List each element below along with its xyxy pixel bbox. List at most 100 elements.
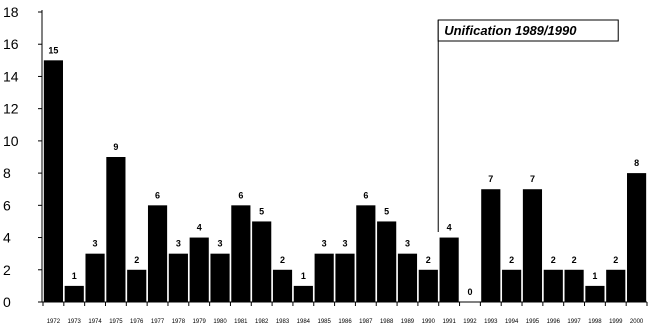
data-label: 3 [176,239,181,249]
y-tick-label: 10 [3,133,19,149]
x-axis-ticks: 1972 1973 1974 1975 1976 1977 1978 1979 1980 1981… [42,302,648,325]
data-label: 2 [134,255,139,265]
bar [106,157,126,302]
data-label: 4 [447,223,452,233]
data-label: 2 [509,255,514,265]
data-label: 1 [72,271,77,281]
x-tick-label: 1989 [401,319,415,325]
bar [64,285,84,302]
bar [189,237,209,302]
y-axis-ticks: 0 2 4 6 8 10 12 14 16 18 [3,4,42,310]
y-tick-label: 18 [3,4,19,20]
bar [377,221,397,302]
bar [335,253,355,302]
data-label: 6 [363,190,368,200]
bar [606,269,626,302]
y-tick-label: 6 [3,197,11,213]
bar [585,285,605,302]
bar [418,269,438,302]
x-tick-label: 1983 [276,319,290,325]
bar [543,269,563,302]
data-label: 3 [218,239,223,249]
bar [272,269,293,302]
y-tick-label: 14 [3,68,19,84]
data-label: 0 [467,287,472,297]
data-label: 2 [551,255,556,265]
x-tick-label: 1975 [109,319,123,325]
bar [293,285,313,302]
x-tick-label: 1978 [172,319,186,325]
annotation-box [437,19,619,42]
bar [397,253,418,302]
bar [481,189,501,302]
x-tick-label: 1992 [463,319,477,325]
y-tick-label: 2 [3,262,11,278]
bar [85,253,105,302]
annotation: Unification 1989/1990 [437,19,619,232]
data-label: 1 [592,271,597,281]
x-tick-label: 1994 [505,319,519,325]
bar [147,205,168,302]
x-tick-label: 1977 [151,319,165,325]
x-tick-label: 1997 [567,319,581,325]
bar [564,269,584,302]
x-tick-label: 1974 [88,319,102,325]
x-tick-label: 1985 [317,319,331,325]
data-label: 5 [384,206,389,216]
annotation-label: Unification 1989/1990 [444,23,577,38]
bar [252,221,272,302]
x-tick-label: 2000 [630,319,644,325]
data-label: 3 [322,239,327,249]
x-tick-label: 1973 [68,319,82,325]
y-tick-label: 4 [3,230,11,246]
x-tick-label: 1990 [422,319,436,325]
data-label: 7 [530,174,535,184]
bar [43,60,63,303]
data-label: 15 [48,45,58,55]
bar [356,205,376,302]
data-label: 4 [197,223,202,233]
x-tick-label: 1976 [130,319,144,325]
x-tick-label: 1991 [442,319,456,325]
data-labels: 15 1 3 9 2 6 3 4 3 6 5 2 1 3 3 6 5 3 2 4 0 7 2 7 2 2 1 2 8 [48,45,639,297]
data-label: 6 [238,190,243,200]
data-label: 3 [342,239,347,249]
bar [439,237,459,302]
x-tick-label: 1984 [297,319,311,325]
bar [127,269,147,302]
bar [314,253,334,302]
bar [210,253,230,302]
x-tick-label: 1986 [338,319,352,325]
x-tick-label: 1998 [588,319,602,325]
x-tick-label: 1999 [609,319,623,325]
x-tick-label: 1987 [359,319,373,325]
y-tick-label: 8 [3,165,11,181]
x-tick-label: 1980 [213,319,227,325]
data-label: 1 [301,271,306,281]
bar [502,269,522,302]
y-tick-label: 16 [3,36,19,52]
x-tick-label: 1982 [255,319,269,325]
data-label: 2 [613,255,618,265]
data-label: 2 [572,255,577,265]
x-tick-label: 1993 [484,319,498,325]
bar [522,189,543,302]
data-label: 9 [113,142,118,152]
data-label: 3 [405,239,410,249]
data-label: 5 [259,206,264,216]
x-tick-label: 1981 [234,319,248,325]
bar [168,253,188,302]
x-tick-label: 1972 [47,319,61,325]
data-label: 2 [280,255,285,265]
data-label: 2 [426,255,431,265]
data-label: 3 [93,239,98,249]
bar [231,205,251,302]
data-label: 8 [634,158,639,168]
x-tick-label: 1979 [193,319,207,325]
x-tick-label: 1995 [526,319,540,325]
x-tick-label: 1996 [547,319,561,325]
bars [43,60,647,303]
x-tick-label: 1988 [380,319,394,325]
data-label: 6 [155,190,160,200]
